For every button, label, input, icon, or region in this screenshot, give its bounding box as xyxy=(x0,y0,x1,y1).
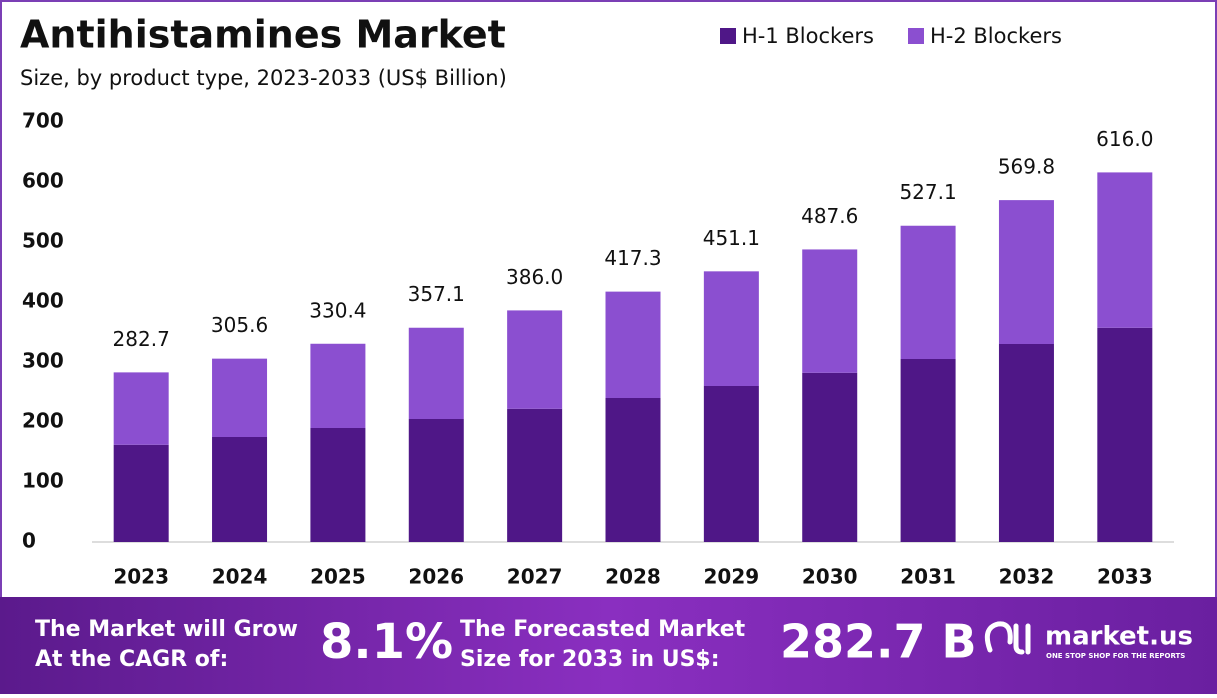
bar-segment xyxy=(113,444,169,542)
total-label: 282.7 xyxy=(113,327,170,351)
y-tick-label: 300 xyxy=(22,349,64,373)
bar-segment xyxy=(113,372,169,445)
x-tick-label: 2030 xyxy=(802,565,858,589)
y-tick-label: 0 xyxy=(22,529,36,553)
bar-segment xyxy=(998,200,1054,344)
footer-banner xyxy=(0,597,1217,694)
y-tick-label: 600 xyxy=(22,169,64,193)
legend-label: H-2 Blockers xyxy=(930,24,1062,48)
legend-swatch xyxy=(720,28,736,44)
bar-segment xyxy=(310,343,366,428)
x-tick-label: 2033 xyxy=(1097,565,1153,589)
bar-segment xyxy=(703,386,759,542)
total-label: 330.4 xyxy=(309,298,366,322)
bar-segment xyxy=(310,428,366,542)
bar-segment xyxy=(703,271,759,386)
x-tick-label: 2026 xyxy=(408,565,464,589)
forecast-text: The Forecasted Market Size for 2033 in US… xyxy=(460,617,746,672)
forecast-value: 282.7 B xyxy=(780,615,977,669)
bar-segment xyxy=(998,344,1054,542)
y-tick-label: 100 xyxy=(22,469,64,493)
total-label: 386.0 xyxy=(506,265,563,289)
bar-segment xyxy=(212,437,268,542)
bar-segment xyxy=(802,249,858,373)
legend-label: H-1 Blockers xyxy=(742,24,874,48)
bar-segment xyxy=(408,327,464,419)
total-label: 487.6 xyxy=(801,204,858,228)
total-label: 417.3 xyxy=(604,246,661,270)
chart-subtitle: Size, by product type, 2023-2033 (US$ Bi… xyxy=(20,66,507,90)
x-tick-label: 2032 xyxy=(999,565,1055,589)
x-tick-label: 2025 xyxy=(310,565,366,589)
bar-segment xyxy=(1097,327,1153,542)
x-tick-label: 2023 xyxy=(113,565,169,589)
brand-logo xyxy=(984,621,1031,655)
bar-segment xyxy=(507,310,563,409)
brand-tagline: ONE STOP SHOP FOR THE REPORTS xyxy=(1046,652,1185,660)
total-label: 527.1 xyxy=(899,180,956,204)
x-tick-label: 2027 xyxy=(507,565,563,589)
footer: The Market will Grow At the CAGR of: 8.1% T… xyxy=(35,614,1193,672)
cagr-value: 8.1% xyxy=(320,614,453,670)
total-label: 357.1 xyxy=(408,282,465,306)
x-tick-label: 2029 xyxy=(704,565,760,589)
legend-swatch xyxy=(908,28,924,44)
bar-segment xyxy=(802,372,858,542)
bar-segment xyxy=(408,419,464,542)
brand-name: market.us xyxy=(1045,622,1193,652)
x-tick-label: 2028 xyxy=(605,565,661,589)
y-tick-label: 700 xyxy=(22,109,64,133)
x-tick-label: 2031 xyxy=(900,565,956,589)
cagr-text: The Market will Grow At the CAGR of: xyxy=(35,617,298,672)
y-tick-label: 400 xyxy=(22,289,64,313)
bar-segment xyxy=(605,291,661,398)
chart-title: Antihistamines Market xyxy=(20,13,506,57)
bar-segment xyxy=(1097,172,1153,328)
bar-segment xyxy=(605,398,661,542)
bar-segment xyxy=(900,359,956,542)
bar-segment xyxy=(212,358,268,437)
x-tick-label: 2024 xyxy=(212,565,268,589)
total-label: 305.6 xyxy=(211,313,268,337)
bar-segment xyxy=(900,225,956,359)
y-tick-label: 500 xyxy=(22,229,64,253)
bar-segment xyxy=(507,408,563,542)
y-tick-label: 200 xyxy=(22,409,64,433)
total-label: 616.0 xyxy=(1096,127,1153,151)
total-label: 451.1 xyxy=(703,226,760,250)
total-label: 569.8 xyxy=(998,155,1055,179)
